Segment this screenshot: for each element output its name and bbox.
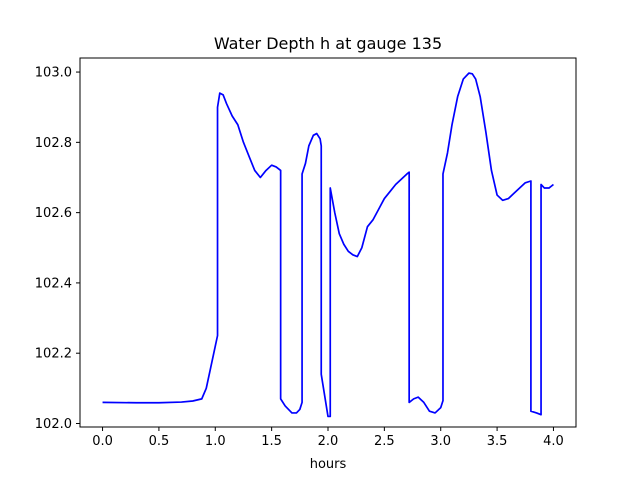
y-tick-label: 102.2 bbox=[35, 347, 72, 362]
x-tick-label: 3.0 bbox=[430, 434, 451, 449]
x-tick-label: 1.5 bbox=[261, 434, 282, 449]
x-tick-label: 1.0 bbox=[205, 434, 226, 449]
y-tick-label: 103.0 bbox=[35, 66, 72, 81]
x-tick-label: 0.0 bbox=[92, 434, 113, 449]
y-tick-label: 102.6 bbox=[35, 206, 72, 221]
x-tick-label: 4.0 bbox=[543, 434, 564, 449]
x-tick-label: 2.5 bbox=[374, 434, 395, 449]
y-tick-label: 102.0 bbox=[35, 417, 72, 432]
x-tick-label: 2.0 bbox=[318, 434, 339, 449]
x-tick-label: 0.5 bbox=[149, 434, 170, 449]
x-tick-label: 3.5 bbox=[487, 434, 508, 449]
y-tick-label: 102.8 bbox=[35, 136, 72, 151]
x-axis: 0.0 0.5 1.0 1.5 2.0 2.5 3.0 3.5 4.0 bbox=[92, 427, 564, 449]
x-axis-label: hours bbox=[310, 457, 347, 472]
y-axis: 102.0 102.2 102.4 102.6 102.8 103.0 bbox=[35, 66, 80, 432]
series-layer bbox=[102, 72, 554, 418]
series-line-0 bbox=[102, 72, 554, 418]
chart-title: Water Depth h at gauge 135 bbox=[214, 34, 442, 53]
y-tick-label: 102.4 bbox=[35, 276, 72, 291]
